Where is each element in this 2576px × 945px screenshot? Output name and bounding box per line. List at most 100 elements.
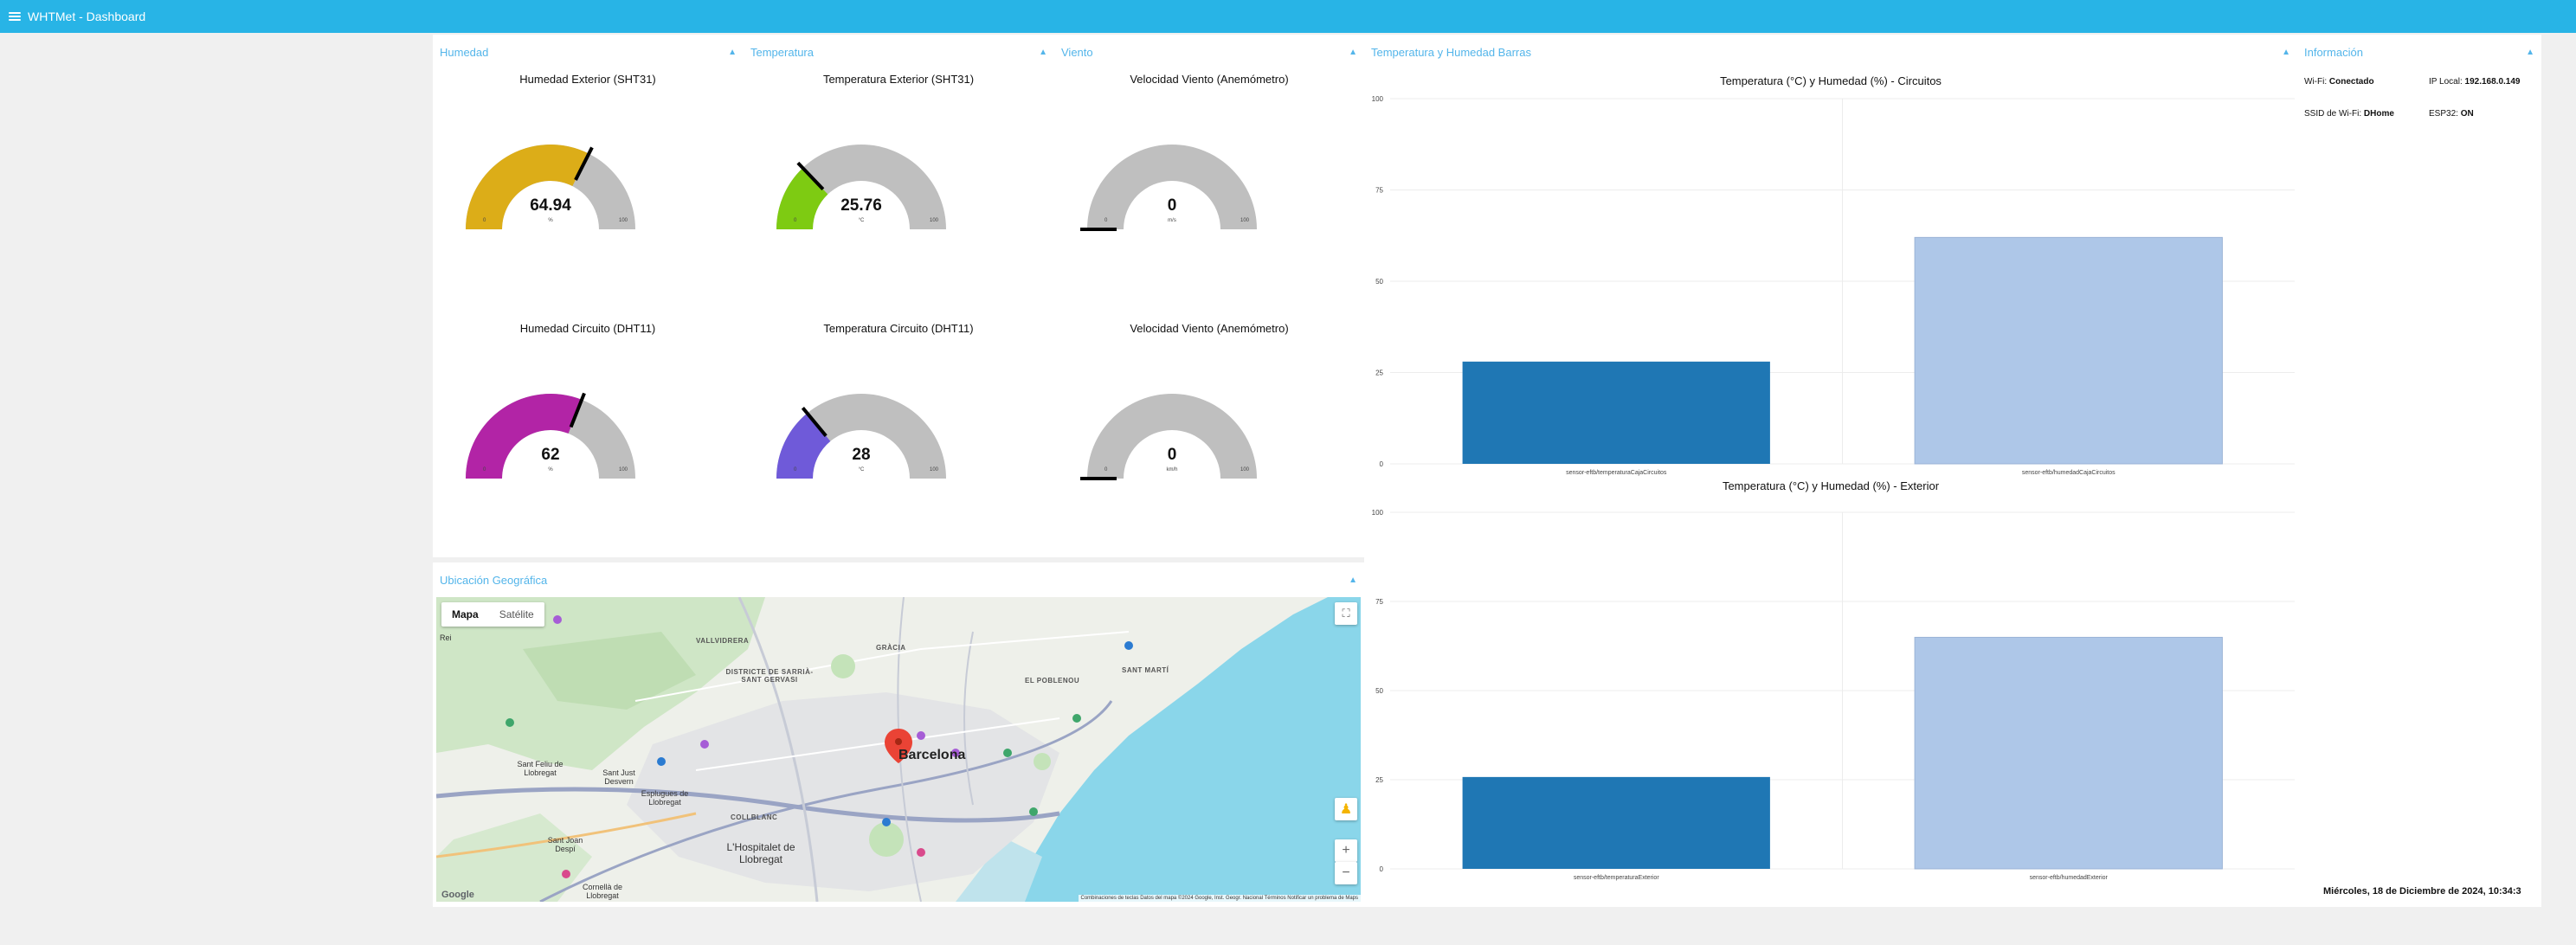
collapse-icon[interactable]: ▲	[2526, 47, 2534, 57]
gauge-value: 28	[852, 446, 871, 464]
collapse-icon[interactable]: ▲	[1039, 47, 1047, 57]
gauge-value: 0	[1167, 196, 1177, 215]
gauge-needle	[796, 161, 825, 191]
gauge-arc	[776, 145, 946, 229]
y-tick-label: 100	[1372, 509, 1384, 517]
street-view-pegman-icon[interactable]: ♟	[1335, 798, 1357, 820]
gauge-fill	[466, 393, 583, 479]
gauge-fill	[776, 413, 831, 479]
gauge-fill	[466, 145, 589, 229]
gauge-unit: %	[548, 467, 553, 472]
app-header: WHTMet - Dashboard	[0, 0, 2576, 33]
map-label: Cornellà de Llobregat	[582, 883, 623, 900]
collapse-icon[interactable]: ▲	[728, 47, 737, 57]
gauge-title: Velocidad Viento (Anemómetro)	[1130, 322, 1289, 335]
info-ip-value: 192.168.0.149	[2464, 77, 2521, 87]
gauge-min: 0	[1104, 218, 1108, 223]
y-tick-label: 75	[1375, 187, 1383, 195]
datetime: Miércoles, 18 de Diciembre de 2024, 10:3…	[2323, 886, 2521, 897]
group-barras-header[interactable]: Temperatura y Humedad Barras ▲	[1364, 35, 2297, 69]
group-temperatura: Temperatura ▲ Temperatura Exterior (SHT3…	[744, 35, 1054, 557]
map-tab-satelite[interactable]: Satélite	[499, 608, 534, 620]
chart-plot: 0 25 50 75 100 sensor-eftb/temperaturaExterio…	[1372, 509, 2295, 881]
gauge-max: 100	[619, 218, 628, 223]
group-barras: Temperatura y Humedad Barras ▲ Temperatu…	[1364, 35, 2297, 907]
group-humedad-header[interactable]: Humedad ▲	[433, 35, 744, 69]
fullscreen-button[interactable]: ⛶	[1335, 602, 1357, 625]
info-ip-label: IP Local:	[2429, 77, 2463, 87]
map[interactable]: Mapa Satélite VALLVIDRERA DISTRICTE DE S…	[436, 597, 1361, 902]
info-esp-label: ESP32:	[2429, 109, 2458, 119]
gauge-unit: m/s	[1168, 218, 1176, 223]
chart-title: Temperatura (°C) y Humedad (%) - Exterio…	[1722, 479, 1940, 492]
y-tick-label: 50	[1375, 278, 1383, 286]
gauge-max: 100	[619, 467, 628, 472]
gauge-value: 0	[1167, 446, 1177, 464]
x-tick-label: sensor-eftb/temperaturaExterior	[1574, 875, 1659, 881]
gauge-track	[776, 145, 946, 229]
gauge-min: 0	[483, 218, 486, 223]
bar[interactable]	[1462, 776, 1770, 869]
gauge-title: Temperatura Exterior (SHT31)	[822, 73, 975, 86]
gauge-fill	[776, 168, 828, 229]
group-title: Información	[2304, 45, 2363, 59]
map-label: L'Hospitalet de Llobregat	[726, 841, 795, 865]
location-marker-icon[interactable]	[885, 729, 912, 763]
map-label: Rei	[440, 633, 452, 642]
map-canvas[interactable]	[436, 597, 1361, 902]
gauge-arc	[776, 394, 946, 479]
group-viento: Viento ▲ Velocidad Viento (Anemómetro) 0 m…	[1054, 35, 1364, 557]
collapse-icon[interactable]: ▲	[1349, 575, 1357, 585]
group-info-header[interactable]: Información ▲	[2297, 35, 2541, 69]
zoom-out-button[interactable]: −	[1335, 862, 1357, 884]
group-ubicacion-header[interactable]: Ubicación Geográfica ▲	[433, 562, 1364, 597]
gauge: Humedad Circuito (DHT11) 62% 0 100	[433, 284, 743, 528]
gauge: Humedad Exterior (SHT31) 64.94% 0 100	[433, 35, 743, 279]
gauge-min: 0	[794, 218, 797, 223]
group-title: Temperatura y Humedad Barras	[1371, 45, 1531, 59]
info-esp-value: ON	[2460, 109, 2474, 119]
info-ssid-label: SSID de Wi-Fi:	[2304, 109, 2362, 119]
info-esp: ESP32: ON	[2429, 109, 2474, 119]
bar[interactable]	[1462, 361, 1770, 464]
gauge-value: 62	[541, 446, 560, 464]
group-title: Temperatura	[750, 45, 814, 59]
group-title: Ubicación Geográfica	[440, 573, 548, 587]
gauge-needle	[574, 146, 594, 181]
map-tab-mapa[interactable]: Mapa	[452, 608, 479, 620]
info-ssid-value: DHome	[2363, 109, 2394, 119]
y-tick-label: 75	[1375, 598, 1383, 606]
map-label: EL POBLENOU	[1025, 677, 1080, 685]
bar[interactable]	[1914, 236, 2223, 465]
collapse-icon[interactable]: ▲	[1349, 47, 1357, 57]
group-viento-header[interactable]: Viento ▲	[1054, 35, 1364, 69]
group-temperatura-header[interactable]: Temperatura ▲	[744, 35, 1054, 69]
map-label: VALLVIDRERA	[696, 637, 750, 645]
gauge-arc	[1080, 145, 1257, 231]
bar[interactable]	[1914, 636, 2223, 870]
gauge: Velocidad Viento (Anemómetro) 0 km/h 0 100	[1054, 284, 1364, 528]
y-tick-label: 25	[1375, 776, 1383, 784]
gauge-max: 100	[930, 467, 939, 472]
map-type-toggle[interactable]: Mapa Satélite	[441, 602, 544, 627]
map-label: SANT MARTÍ	[1122, 666, 1169, 674]
map-label: GRÀCIA	[876, 644, 906, 652]
gauge-title: Temperatura Circuito (DHT11)	[823, 322, 974, 335]
zoom-in-button[interactable]: +	[1335, 839, 1357, 862]
map-attribution[interactable]: Combinaciones de teclas Datos del mapa ©…	[1078, 895, 1361, 902]
gauge-arc	[1080, 394, 1257, 480]
info-ip: IP Local: 192.168.0.149	[2429, 77, 2520, 87]
gauge-arc	[466, 392, 635, 479]
gauge-title: Humedad Circuito (DHT11)	[519, 322, 656, 335]
gauge-min: 0	[794, 467, 797, 472]
menu-icon[interactable]	[9, 12, 21, 21]
map-label: DISTRICTE DE SARRIÀ-SANT GERVASI	[725, 668, 814, 684]
map-label: Sant Just Desvern	[602, 768, 635, 786]
group-title: Humedad	[440, 45, 489, 59]
group-info: Información ▲ Wi-Fi: Conectado IP Local:…	[2297, 35, 2541, 907]
y-tick-label: 0	[1380, 460, 1384, 468]
gauge-max: 100	[930, 218, 939, 223]
collapse-icon[interactable]: ▲	[2282, 47, 2290, 57]
chart-title: Temperatura (°C) y Humedad (%) - Circuit…	[1720, 74, 1942, 87]
gauge-title: Velocidad Viento (Anemómetro)	[1130, 73, 1289, 86]
